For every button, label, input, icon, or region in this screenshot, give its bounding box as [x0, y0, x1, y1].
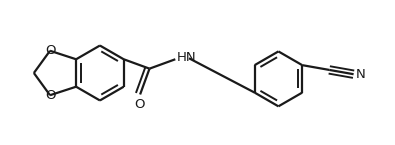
Text: N: N [356, 68, 365, 81]
Text: O: O [45, 44, 55, 57]
Text: O: O [45, 89, 55, 102]
Text: O: O [134, 98, 145, 111]
Text: HN: HN [176, 51, 196, 64]
